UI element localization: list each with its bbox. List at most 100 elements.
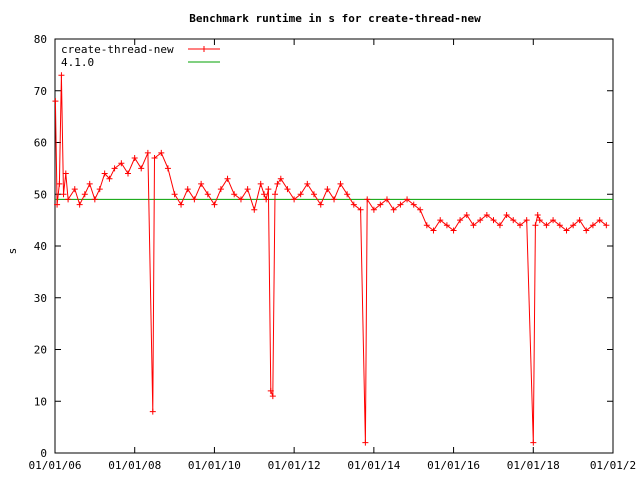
y-tick-label: 70 xyxy=(34,85,47,98)
x-tick-label: 01/01/10 xyxy=(188,459,241,472)
y-axis-ticks: 0 10 20 30 40 50 60 70 80 xyxy=(34,33,613,460)
x-tick-label: 01/01/16 xyxy=(427,459,480,472)
x-tick-label: 01/01/18 xyxy=(507,459,560,472)
data-point xyxy=(570,222,577,229)
data-point xyxy=(60,191,67,198)
data-point xyxy=(267,387,274,394)
data-point xyxy=(191,196,198,203)
data-point xyxy=(357,206,364,213)
data-point xyxy=(54,201,61,208)
data-point xyxy=(550,217,557,224)
series-line-create-thread-new xyxy=(54,75,607,443)
data-point xyxy=(198,180,205,187)
y-tick-label: 50 xyxy=(34,188,47,201)
data-point xyxy=(397,201,404,208)
plot-frame xyxy=(54,38,614,454)
y-tick-label: 10 xyxy=(34,395,47,408)
data-point xyxy=(443,222,450,229)
x-tick-label: 01/01/08 xyxy=(108,459,161,472)
data-point xyxy=(331,196,338,203)
data-point xyxy=(576,217,583,224)
data-point xyxy=(364,196,371,203)
x-tick-label: 01/01/14 xyxy=(347,459,400,472)
data-point xyxy=(337,180,344,187)
data-point xyxy=(470,222,477,229)
data-point xyxy=(291,196,298,203)
data-point xyxy=(52,98,59,105)
data-point xyxy=(272,191,279,198)
data-point xyxy=(96,186,103,193)
data-point xyxy=(237,196,244,203)
data-point xyxy=(111,165,118,172)
data-point xyxy=(450,227,457,234)
data-point xyxy=(517,222,524,229)
data-point xyxy=(603,222,610,229)
data-point xyxy=(304,180,311,187)
data-point xyxy=(171,191,178,198)
data-point xyxy=(510,217,517,224)
data-point xyxy=(106,175,113,182)
data-point xyxy=(536,217,543,224)
data-point xyxy=(362,439,369,446)
data-point xyxy=(86,180,93,187)
data-point xyxy=(231,191,238,198)
data-point xyxy=(62,170,69,177)
data-point xyxy=(144,149,151,156)
y-tick-label: 20 xyxy=(34,344,47,357)
data-point xyxy=(583,227,590,234)
data-point xyxy=(297,191,304,198)
data-point xyxy=(164,165,171,172)
data-point xyxy=(261,191,268,198)
data-point xyxy=(344,191,351,198)
data-point xyxy=(437,217,444,224)
data-point xyxy=(138,165,145,172)
data-point xyxy=(244,186,251,193)
data-point xyxy=(211,201,218,208)
chart-title: Benchmark runtime in s for create-thread… xyxy=(189,12,481,25)
data-point xyxy=(523,217,530,224)
y-tick-label: 80 xyxy=(34,33,47,46)
legend-label-create-thread-new: create-thread-new xyxy=(61,43,174,56)
data-point xyxy=(76,201,83,208)
data-point xyxy=(125,170,132,177)
data-point xyxy=(310,191,317,198)
data-point xyxy=(217,186,224,193)
data-point xyxy=(257,180,264,187)
series-layer xyxy=(52,72,613,446)
data-point xyxy=(118,160,125,167)
data-point xyxy=(490,217,497,224)
data-point xyxy=(423,222,430,229)
data-point xyxy=(377,201,384,208)
data-point xyxy=(204,191,211,198)
data-point xyxy=(417,206,424,213)
data-point xyxy=(91,196,98,203)
data-point xyxy=(457,217,464,224)
x-axis-ticks: 01/01/06 01/01/08 01/01/10 01/01/12 01/01/14… xyxy=(29,39,636,472)
data-point xyxy=(158,149,165,156)
data-point xyxy=(430,227,437,234)
data-point xyxy=(71,186,78,193)
data-point xyxy=(563,227,570,234)
data-point xyxy=(263,196,270,203)
y-tick-label: 30 xyxy=(34,292,47,305)
y-tick-label: 0 xyxy=(40,447,47,460)
data-point xyxy=(410,201,417,208)
legend-label-4-1-0: 4.1.0 xyxy=(61,56,94,69)
data-point xyxy=(224,175,231,182)
data-point xyxy=(178,201,185,208)
data-point xyxy=(277,175,284,182)
data-point xyxy=(404,196,411,203)
data-point xyxy=(65,196,72,203)
data-point xyxy=(483,211,490,218)
data-point xyxy=(251,206,258,213)
data-point xyxy=(596,217,603,224)
data-point xyxy=(370,206,377,213)
data-point xyxy=(101,170,108,177)
data-point xyxy=(184,186,191,193)
data-point xyxy=(477,217,484,224)
legend-marker-create-thread-new xyxy=(201,46,207,52)
data-point xyxy=(269,393,276,400)
data-point xyxy=(534,211,541,218)
